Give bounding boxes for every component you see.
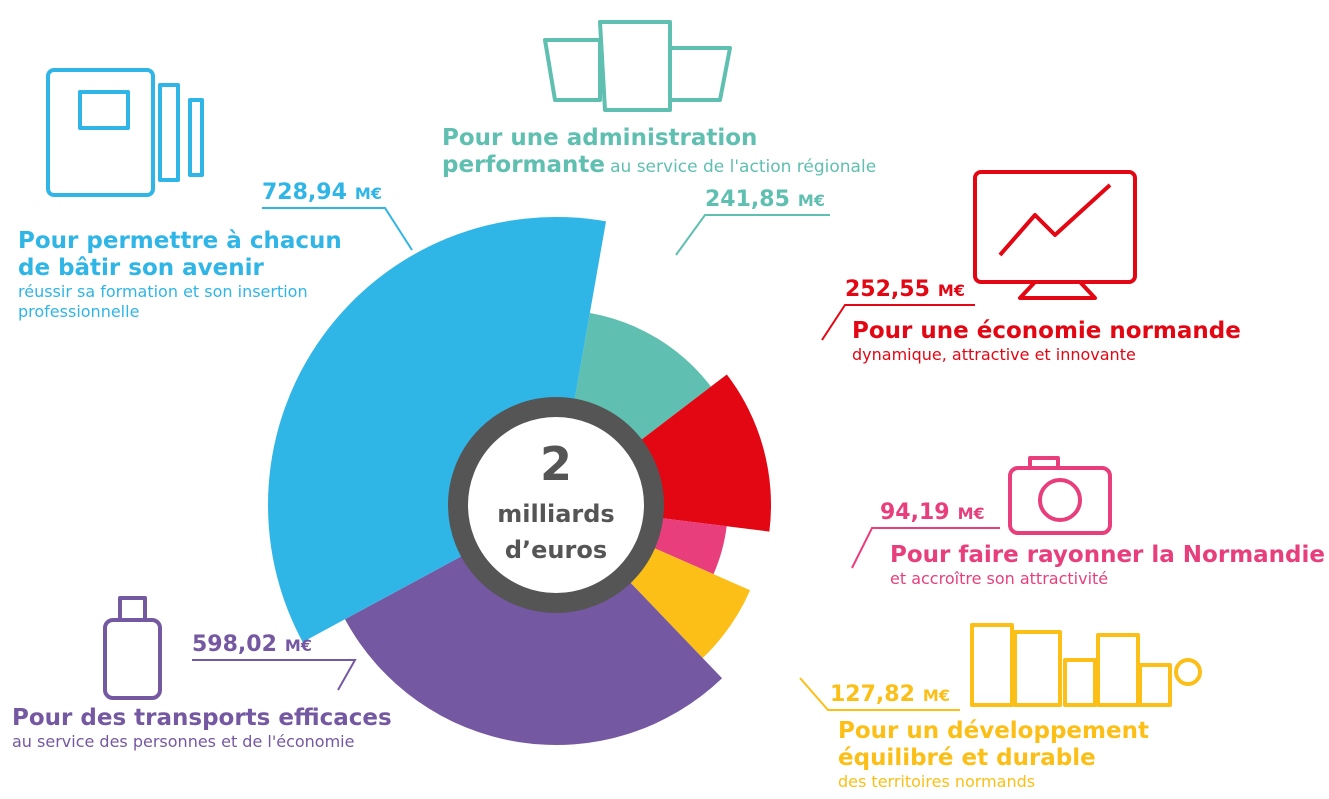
category-name: Pour faire rayonner la Normandie [890,542,1326,568]
unit: M€ [922,686,950,705]
leaders [192,207,1000,711]
value-label: 598,02 M€ [192,632,312,657]
label: Pour un développement équilibré et durab… [838,718,1168,792]
category-name: Pour des transports efficaces [12,705,392,731]
category-description: des territoires normands [838,772,1036,791]
monitor-icon [973,170,1137,300]
value-label: 127,82 M€ [830,682,950,707]
category-description: au service de l'action régionale [610,157,877,177]
leader [851,527,1000,569]
suitcase-icon [103,596,162,700]
wedge [267,216,607,643]
label: Pour faire rayonner la Normandie et accro… [890,542,1329,589]
wedge [344,505,723,746]
category-name: Pour un développement équilibré et durab… [838,718,1149,771]
value: 728,94 [262,180,347,205]
category-description: et accroître son attractivité [890,569,1109,588]
center-text: milliards [497,500,614,528]
value: 127,82 [830,682,915,707]
label: Pour une économie normande dynamique, att… [852,318,1272,365]
category-description: réussir sa formation et son insertion pr… [18,282,308,321]
value: 252,55 [845,277,930,302]
leader [675,214,830,256]
notebook-icon [46,68,204,197]
value: 598,02 [192,632,277,657]
value: 241,85 [705,187,790,212]
center-number: 2 [540,437,572,491]
center-ring [448,397,664,613]
icons [46,20,1202,707]
unit: M€ [797,191,825,210]
label: Pour une administration performante au s… [442,125,912,179]
category-name: Pour une administration performante [442,125,758,178]
unit: M€ [354,184,382,203]
category-description: dynamique, attractive et innovante [852,345,1136,364]
label: Pour permettre à chacun de bâtir son ave… [18,228,378,322]
leader [821,304,975,341]
category-description: au service des personnes et de l'économi… [12,732,355,751]
category-name: Pour permettre à chacun de bâtir son ave… [18,228,342,281]
unit: M€ [284,636,312,655]
unit: M€ [937,281,965,300]
leader [192,659,357,691]
label: Pour des transports efficaces au service … [12,705,432,752]
value-label: 241,85 M€ [705,187,825,212]
category-name: Pour une économie normande [852,318,1241,344]
podium-icon [543,20,732,112]
leader [262,207,413,251]
value-label: 252,55 M€ [845,277,965,302]
value-label: 94,19 M€ [880,500,985,525]
value: 94,19 [880,500,950,525]
unit: M€ [957,504,985,523]
value-label: 728,94 M€ [262,180,382,205]
center-text: d’euros [505,536,607,564]
leader [799,677,960,711]
city-icon [970,623,1202,707]
camera-icon [1008,456,1112,535]
